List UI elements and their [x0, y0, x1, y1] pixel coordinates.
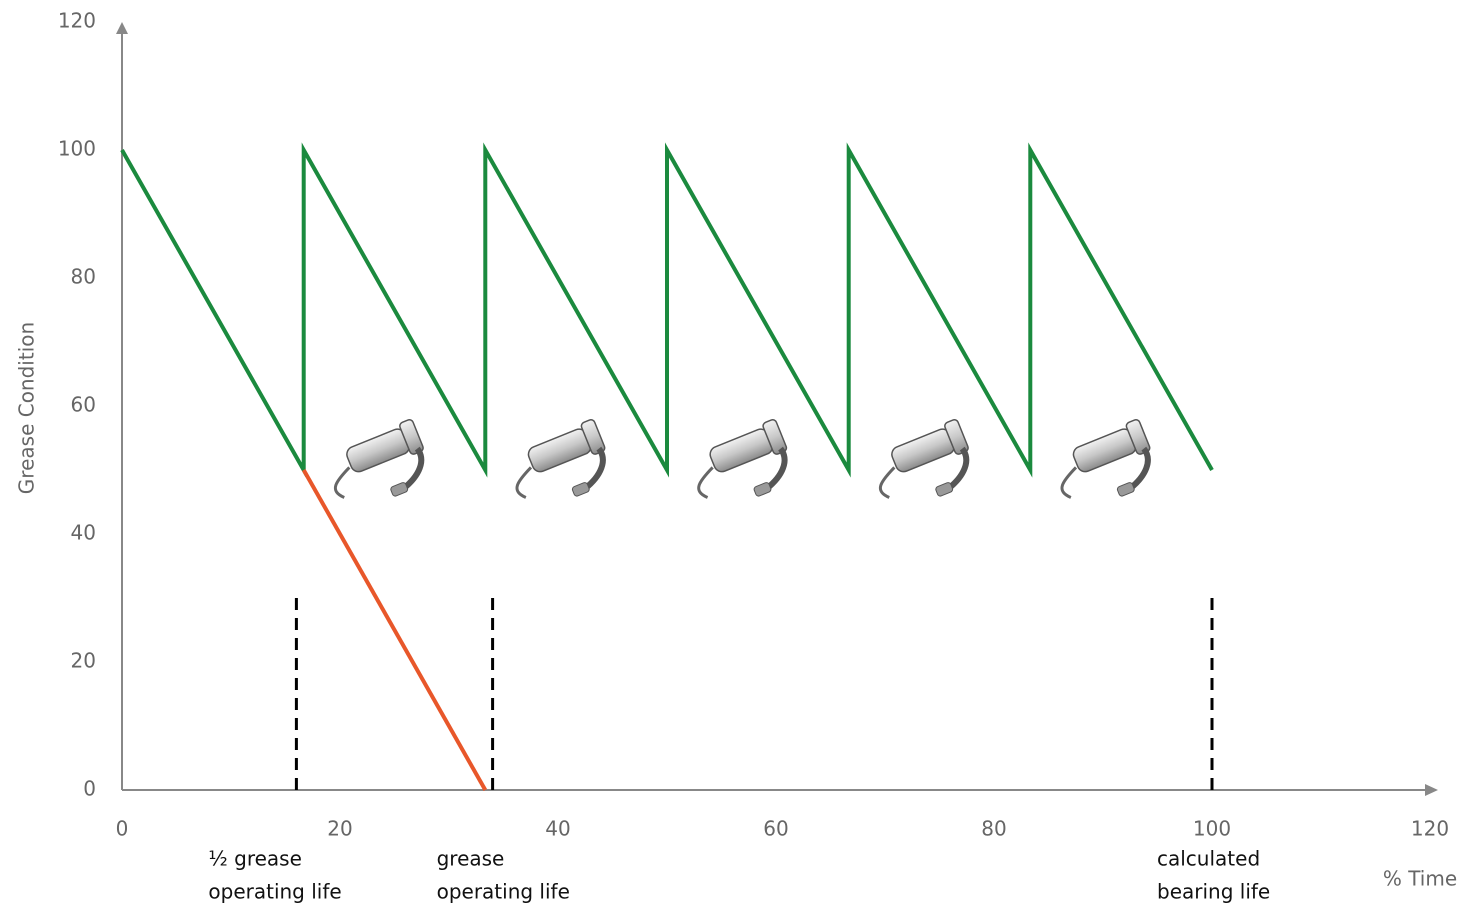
gun-hose [693, 467, 722, 499]
series-line [304, 470, 486, 790]
x-axis-arrow [1425, 784, 1438, 796]
x-tick-label: 0 [116, 817, 129, 841]
grease-gun-icon [1048, 419, 1163, 517]
y-tick-label: 80 [71, 265, 96, 289]
annotation-label: operating life [208, 880, 341, 904]
annotation-label: calculated [1157, 847, 1260, 871]
gun-barrel [1071, 427, 1138, 474]
grease-gun-icon [321, 419, 436, 517]
gun-grip [1117, 482, 1136, 497]
gun-grip [935, 482, 954, 497]
grease-gun-icon [503, 419, 618, 517]
gun-grip [390, 482, 409, 497]
x-tick-label: 100 [1193, 817, 1231, 841]
annotation-label: operating life [437, 880, 570, 904]
y-tick-label: 100 [58, 137, 96, 161]
page: % Time Grease Condition 0 20 40 60 80 100 120 0… [0, 0, 1475, 913]
y-axis-label: Grease Condition [15, 322, 39, 494]
grease-gun-icon [685, 419, 800, 517]
gun-hose [511, 467, 540, 499]
y-tick-label: 40 [71, 521, 96, 545]
x-tick-label: 120 [1411, 817, 1449, 841]
grease-gun-icon [866, 419, 981, 517]
series-line [122, 150, 1212, 470]
gun-hose [1056, 467, 1085, 499]
y-tick-label: 60 [71, 393, 96, 417]
y-tick-label: 120 [58, 9, 96, 33]
x-tick-label: 60 [763, 817, 788, 841]
y-tick-label: 20 [71, 649, 96, 673]
gun-barrel [526, 427, 593, 474]
x-tick-label: 80 [981, 817, 1006, 841]
y-axis-arrow [116, 22, 128, 34]
gun-hose [875, 467, 904, 499]
y-tick-label: 0 [83, 777, 96, 801]
chart: % Time Grease Condition 0 20 40 60 80 100 120 0… [0, 0, 1475, 913]
gun-hose [330, 467, 359, 499]
x-axis-label: % Time [1383, 867, 1457, 891]
annotation-label: bearing life [1157, 880, 1270, 904]
gun-barrel [708, 427, 775, 474]
annotation-label: ½ grease [208, 847, 302, 871]
gun-grip [753, 482, 772, 497]
annotation-label: grease [437, 847, 505, 871]
gun-grip [572, 482, 591, 497]
gun-barrel [344, 427, 411, 474]
gun-barrel [889, 427, 956, 474]
x-tick-label: 20 [327, 817, 352, 841]
x-tick-label: 40 [545, 817, 570, 841]
